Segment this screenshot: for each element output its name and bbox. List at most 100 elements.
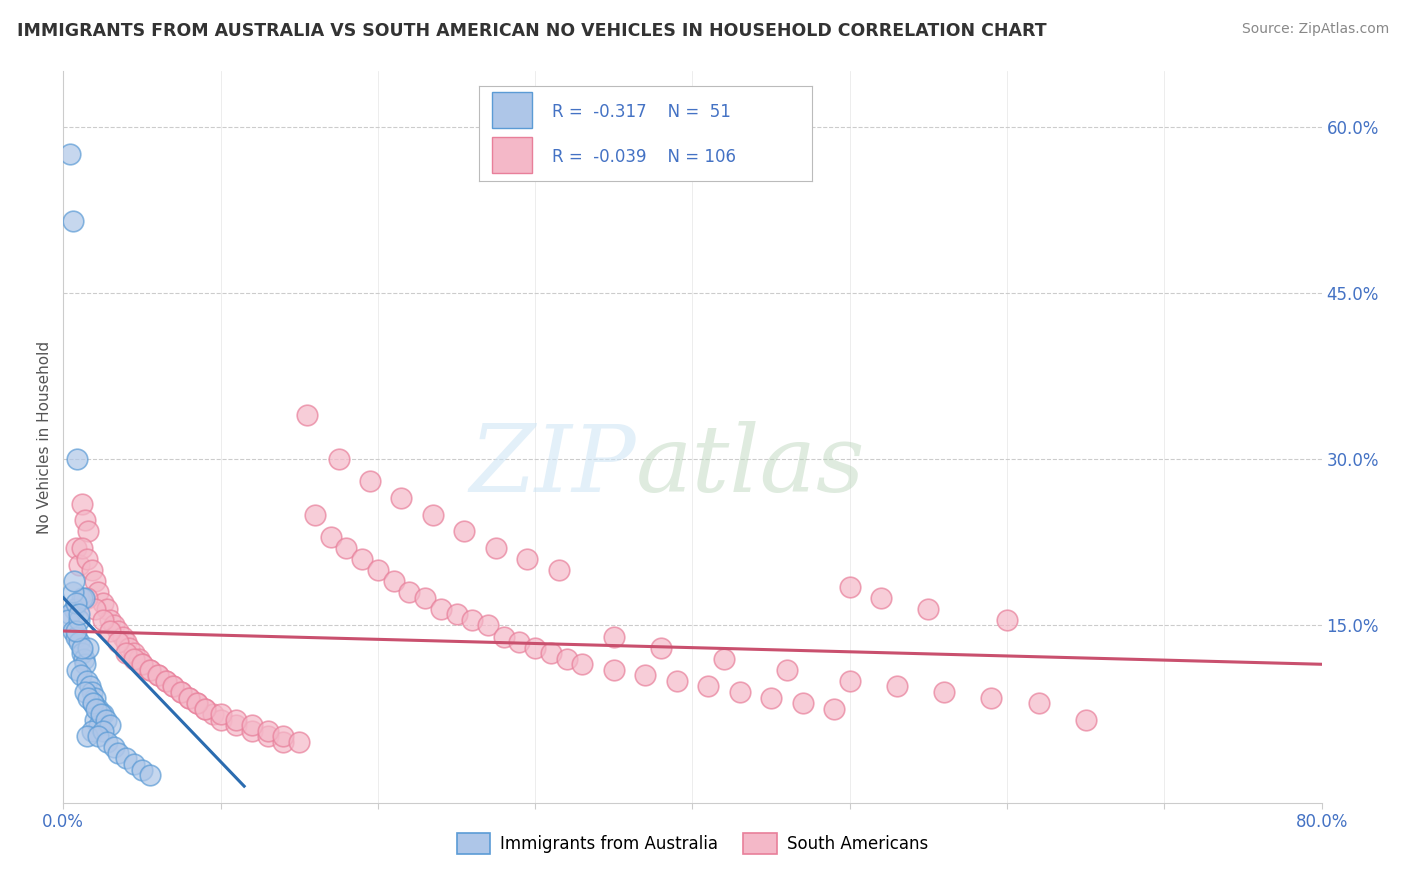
Point — [69, 668, 91, 682]
Point — [58, 147, 80, 161]
Point — [87, 729, 110, 743]
Point — [382, 574, 405, 589]
Point — [1028, 696, 1050, 710]
Point — [759, 690, 782, 705]
Point — [75, 657, 97, 672]
Point — [319, 530, 342, 544]
Point — [80, 685, 103, 699]
Point — [240, 718, 263, 732]
Point — [603, 663, 626, 677]
Point — [485, 541, 508, 555]
Point — [995, 613, 1018, 627]
Point — [73, 591, 96, 605]
Point — [94, 713, 117, 727]
Point — [65, 596, 87, 610]
Point — [540, 646, 562, 660]
Point — [65, 630, 87, 644]
Point — [96, 602, 118, 616]
Point — [917, 602, 939, 616]
Point — [792, 696, 814, 710]
Point — [67, 613, 90, 627]
Text: Source: ZipAtlas.com: Source: ZipAtlas.com — [1241, 22, 1389, 37]
Point — [76, 552, 98, 566]
Point — [634, 668, 657, 682]
Point — [90, 707, 112, 722]
Point — [80, 563, 103, 577]
Point — [122, 757, 145, 772]
Point — [58, 607, 80, 622]
Point — [162, 680, 184, 694]
Point — [128, 651, 150, 665]
Point — [697, 680, 720, 694]
Point — [391, 491, 413, 505]
Point — [96, 735, 118, 749]
Point — [77, 640, 100, 655]
Point — [155, 673, 177, 688]
Point — [186, 696, 208, 710]
Point — [823, 701, 845, 715]
Point — [555, 651, 578, 665]
Point — [516, 552, 538, 566]
Point — [62, 214, 84, 228]
Point — [70, 646, 93, 660]
Point — [91, 596, 114, 610]
Point — [524, 640, 547, 655]
Point — [870, 591, 893, 605]
Point — [103, 740, 125, 755]
Point — [1074, 713, 1097, 727]
Point — [201, 707, 224, 722]
Point — [62, 585, 84, 599]
Point — [87, 585, 110, 599]
Point — [79, 680, 101, 694]
Point — [70, 541, 93, 555]
Text: atlas: atlas — [636, 421, 865, 511]
Point — [131, 763, 153, 777]
Point — [91, 707, 114, 722]
Point — [776, 663, 799, 677]
Point — [139, 663, 162, 677]
Point — [430, 602, 453, 616]
Point — [256, 723, 278, 738]
Point — [66, 452, 89, 467]
Point — [75, 513, 97, 527]
Point — [67, 635, 90, 649]
Point — [84, 701, 107, 715]
Point — [139, 663, 162, 677]
Point — [118, 640, 141, 655]
Point — [70, 640, 93, 655]
Point — [139, 768, 162, 782]
Point — [87, 701, 110, 715]
Point — [103, 618, 125, 632]
Point — [77, 690, 100, 705]
Point — [194, 701, 217, 715]
Point — [82, 696, 104, 710]
Point — [83, 602, 105, 616]
Point — [477, 618, 499, 632]
Point — [170, 685, 193, 699]
Point — [155, 673, 177, 688]
Point — [186, 696, 208, 710]
Point — [107, 746, 129, 760]
Point — [56, 613, 79, 627]
Point — [352, 552, 374, 566]
Point — [65, 624, 87, 638]
Point — [225, 718, 247, 732]
Point — [413, 591, 436, 605]
Point — [76, 591, 98, 605]
Point — [177, 690, 200, 705]
Point — [76, 729, 98, 743]
Point — [67, 607, 90, 622]
Point — [63, 602, 86, 616]
Point — [665, 673, 688, 688]
Point — [115, 635, 138, 649]
Point — [100, 624, 122, 638]
Point — [603, 630, 626, 644]
Point — [225, 713, 247, 727]
Point — [83, 690, 105, 705]
Point — [838, 673, 860, 688]
Point — [80, 723, 103, 738]
Point — [115, 646, 138, 660]
Point — [107, 624, 129, 638]
Point — [650, 640, 672, 655]
Point — [335, 541, 357, 555]
